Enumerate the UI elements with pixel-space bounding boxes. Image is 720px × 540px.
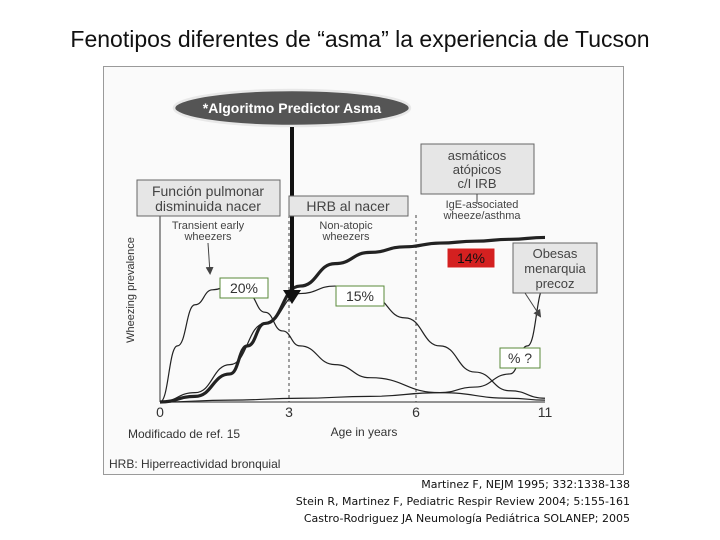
algorithm-ellipse <box>172 88 412 128</box>
badge-20: 20% <box>230 280 258 296</box>
box-obesas-line1: Obesas <box>533 246 578 261</box>
obesas-arrow <box>524 292 542 318</box>
label-nonatopic-line1: Non-atopic <box>319 220 373 232</box>
badge-14: 14% <box>457 250 485 266</box>
x-tick-0: 0 <box>156 404 164 420</box>
label-transient-line2: wheezers <box>183 231 232 243</box>
x-tick-6: 6 <box>412 404 420 420</box>
box-atopicos-line1: asmáticos <box>448 148 507 163</box>
transient-arrow <box>205 242 214 275</box>
badge-14-box <box>446 247 496 269</box>
reference-1: Martinez F, NEJM 1995; 332:1338-138 <box>421 478 630 491</box>
reference-3: Castro-Rodriguez JA Neumología Pediátric… <box>303 512 630 525</box>
algorithm-arrowhead <box>283 290 301 304</box>
box-atopicos-line2: atópicos <box>453 162 502 177</box>
badge-15: 15% <box>346 288 374 304</box>
series-line-3 <box>159 235 546 404</box>
badge-q-box <box>499 347 541 369</box>
box-atopicos-line3: c/I IRB <box>457 176 496 191</box>
label-transient-line1: Transient early <box>172 220 245 232</box>
label-ige-line2: wheeze/asthma <box>442 210 521 222</box>
y-axis-label: Wheezing prevalence <box>125 237 137 343</box>
badge-q: % ? <box>508 350 532 366</box>
label-nonatopic-line2: wheezers <box>321 231 370 243</box>
box-hrb-nacer <box>288 195 409 217</box>
x-tick-3: 3 <box>285 404 293 420</box>
box-funcion-line1: Función pulmonar <box>152 183 264 199</box>
box-hrb-label: HRB al nacer <box>306 198 390 214</box>
box-funcion-line2: disminuida nacer <box>155 198 261 214</box>
references: Martinez F, NEJM 1995; 332:1338-138 Stei… <box>240 476 630 527</box>
box-obesas-line2: menarquia <box>524 261 586 276</box>
badge-20-box <box>219 277 269 299</box>
box-obesas-line3: precoz <box>535 276 574 291</box>
footnote-hrb: HRB: Hiperreactividad bronquial <box>109 457 280 471</box>
label-ige-line1: IgE-associated <box>446 199 519 211</box>
modificado-label: Modificado de ref. 15 <box>128 427 240 441</box>
algorithm-label: *Algoritmo Predictor Asma <box>203 100 382 116</box>
reference-2: Stein R, Martinez F, Pediatric Respir Re… <box>295 495 630 508</box>
box-funcion-pulmonar <box>136 179 281 217</box>
x-axis-label: Age in years <box>331 425 398 439</box>
slide-title: Fenotipos diferentes de “asma” la experi… <box>70 26 650 52</box>
box-obesas <box>512 242 598 294</box>
badge-15-box <box>335 285 385 307</box>
x-tick-11: 11 <box>538 404 553 420</box>
